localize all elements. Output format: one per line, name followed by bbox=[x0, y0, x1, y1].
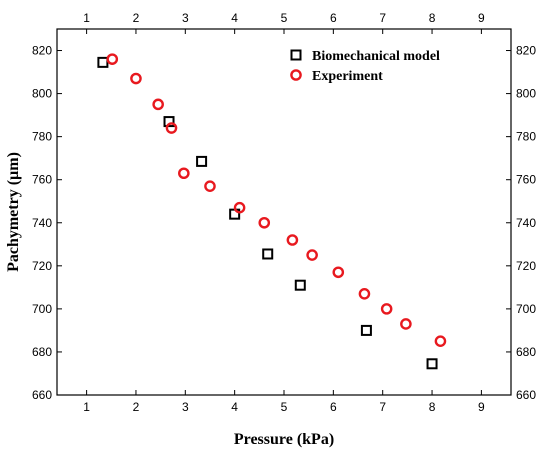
x-tick-label-top: 4 bbox=[231, 11, 238, 25]
model-point bbox=[294, 279, 306, 291]
x-tick-label-top: 5 bbox=[281, 11, 288, 25]
experiment-point bbox=[286, 234, 299, 246]
x-tick-label-bottom: 8 bbox=[429, 400, 436, 414]
x-tick-label-bottom: 9 bbox=[478, 400, 485, 414]
legend-marker bbox=[290, 49, 302, 61]
model-point bbox=[426, 358, 438, 370]
x-tick-label-top: 3 bbox=[182, 11, 189, 25]
experiment-point bbox=[178, 167, 190, 180]
y-tick-label-right: 760 bbox=[516, 173, 536, 187]
x-tick-label-bottom: 6 bbox=[330, 400, 337, 414]
legend: Biomechanical model Experiment bbox=[290, 49, 440, 84]
y-tick-label-right: 700 bbox=[516, 302, 536, 316]
x-tick-label-bottom: 5 bbox=[281, 400, 288, 414]
y-tick-label-left: 740 bbox=[32, 216, 52, 230]
experiment-point bbox=[400, 318, 412, 330]
experiment-point bbox=[106, 53, 119, 65]
experiment-point bbox=[130, 72, 142, 85]
x-tick-label-top: 8 bbox=[429, 11, 436, 25]
y-tick-label-right: 740 bbox=[516, 216, 536, 230]
y-tick-label-right: 780 bbox=[516, 130, 536, 144]
x-tick-label-bottom: 7 bbox=[379, 400, 386, 414]
y-tick-label-left: 800 bbox=[32, 87, 52, 101]
x-tick-label-top: 2 bbox=[133, 11, 140, 25]
x-axis-title: Pressure (kPa) bbox=[234, 431, 334, 448]
y-tick-label-left: 780 bbox=[32, 130, 52, 144]
experiment-point bbox=[152, 98, 164, 111]
x-tick-label-top: 7 bbox=[379, 11, 386, 25]
y-tick-label-left: 700 bbox=[32, 302, 52, 316]
y-tick-label-left: 680 bbox=[32, 345, 52, 359]
x-tick-label-bottom: 3 bbox=[182, 400, 189, 414]
x-tick-label-bottom: 4 bbox=[231, 400, 238, 414]
plot-frame bbox=[56, 28, 512, 396]
y-tick-label-left: 760 bbox=[32, 173, 52, 187]
model-point bbox=[360, 324, 372, 336]
legend-label: Experiment bbox=[312, 69, 383, 84]
model-point bbox=[97, 56, 109, 68]
model-point bbox=[196, 155, 208, 167]
y-tick-label-right: 720 bbox=[516, 259, 536, 273]
y-tick-label-left: 660 bbox=[32, 388, 52, 402]
experiment-point bbox=[233, 201, 246, 214]
y-tick-label-right: 680 bbox=[516, 345, 536, 359]
experiment-point bbox=[332, 266, 345, 279]
x-tick-label-bottom: 2 bbox=[133, 400, 140, 414]
experiment-point bbox=[258, 216, 271, 229]
experiment-point bbox=[380, 303, 393, 315]
x-tick-label-top: 6 bbox=[330, 11, 337, 25]
experiment-point bbox=[358, 288, 371, 300]
series-model bbox=[97, 56, 438, 370]
y-tick-label-right: 660 bbox=[516, 388, 536, 402]
y-tick-label-left: 720 bbox=[32, 259, 52, 273]
series-experiment bbox=[106, 53, 447, 347]
experiment-point bbox=[306, 249, 318, 261]
model-point bbox=[262, 248, 274, 260]
legend-marker bbox=[290, 69, 302, 81]
legend-label: Biomechanical model bbox=[312, 49, 440, 64]
y-axis-title: Pachymetry (µm) bbox=[5, 152, 22, 272]
data-marks bbox=[97, 53, 447, 370]
y-tick-label-right: 800 bbox=[516, 87, 536, 101]
x-tick-label-top: 1 bbox=[83, 11, 90, 25]
y-tick-label-right: 820 bbox=[516, 44, 536, 58]
experiment-point bbox=[434, 335, 447, 347]
y-tick-label-left: 820 bbox=[32, 44, 52, 58]
axis-ticks: 1 1 2 2 3 3 4 4 5 5 6 6 7 7 8 8 9 9 660 660 680 680 700 700 720 7… bbox=[32, 11, 536, 414]
x-tick-label-bottom: 1 bbox=[83, 400, 90, 414]
model-point bbox=[163, 116, 175, 128]
experiment-point bbox=[165, 122, 178, 134]
x-tick-label-top: 9 bbox=[478, 11, 485, 25]
experiment-point bbox=[204, 180, 216, 192]
